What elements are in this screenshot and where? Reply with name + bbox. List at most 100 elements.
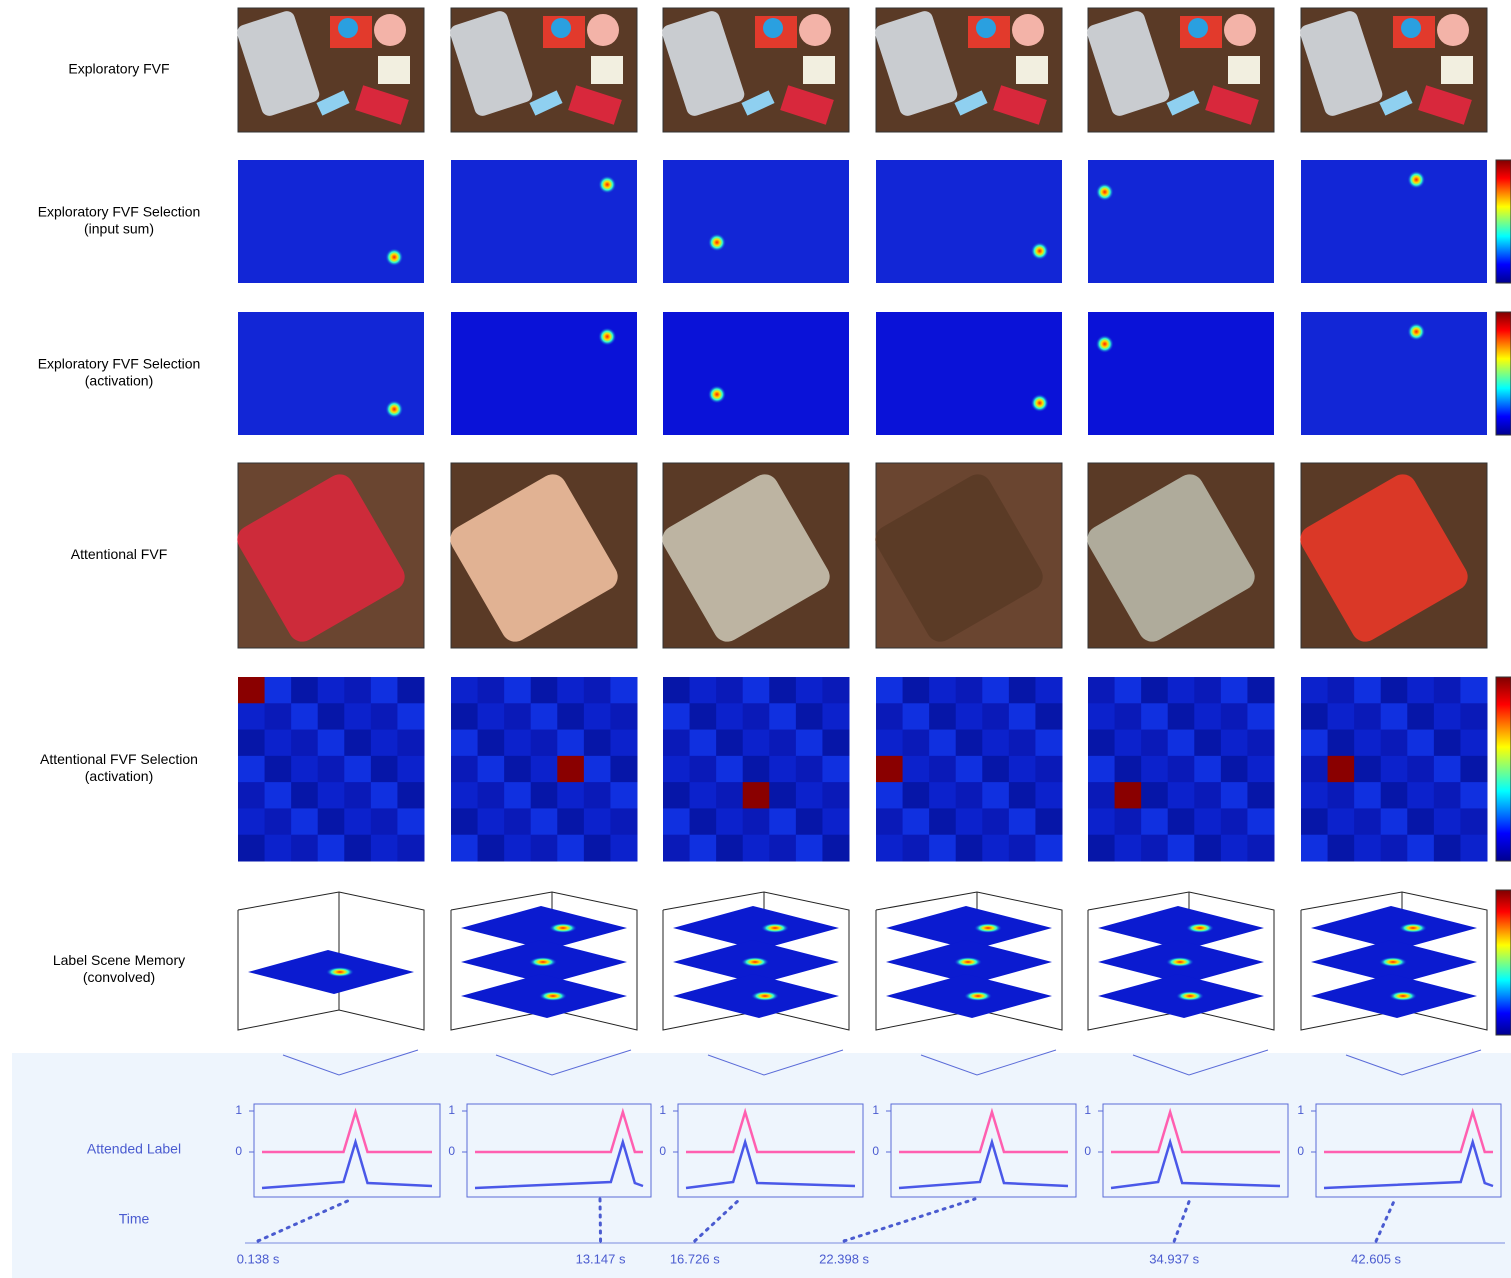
grid-cell bbox=[451, 808, 478, 835]
note-pad bbox=[1016, 56, 1048, 84]
grid-cell bbox=[371, 835, 398, 862]
memory-peak bbox=[741, 957, 769, 967]
grid-cell bbox=[371, 808, 398, 835]
grid-cell bbox=[929, 782, 956, 809]
grid-cell bbox=[769, 703, 796, 730]
grid-cell bbox=[1221, 782, 1248, 809]
grid-cell bbox=[238, 730, 265, 757]
grid-cell bbox=[1088, 677, 1115, 704]
grid-cell bbox=[1194, 808, 1221, 835]
grid-cell bbox=[397, 730, 424, 757]
grid-cell bbox=[1301, 808, 1328, 835]
grid-cell bbox=[1194, 730, 1221, 757]
grid-cell bbox=[690, 703, 717, 730]
grid-cell bbox=[238, 677, 265, 704]
grid-cell bbox=[1194, 677, 1221, 704]
grid-cell bbox=[371, 782, 398, 809]
row-label: (activation) bbox=[85, 373, 153, 389]
grid-cell bbox=[451, 677, 478, 704]
y-tick-label: 0 bbox=[235, 1144, 242, 1158]
time-tick-label: 0.138 s bbox=[237, 1251, 280, 1266]
memory-peak bbox=[751, 991, 779, 1001]
grid-cell bbox=[531, 808, 558, 835]
tape-roll bbox=[374, 14, 406, 46]
grid-cell bbox=[1141, 782, 1168, 809]
grid-cell bbox=[451, 782, 478, 809]
grid-cell bbox=[265, 835, 292, 862]
grid-cell bbox=[1115, 782, 1142, 809]
row-label: Exploratory FVF Selection bbox=[38, 356, 201, 372]
grid-cell bbox=[956, 835, 983, 862]
y-tick-label: 1 bbox=[872, 1103, 879, 1117]
figure: Exploratory FVFExploratory FVF Selection… bbox=[0, 0, 1511, 1278]
row-label: Attentional FVF Selection bbox=[40, 751, 198, 767]
grid-cell bbox=[929, 703, 956, 730]
memory-peak bbox=[1389, 991, 1417, 1001]
tape-roll bbox=[587, 14, 619, 46]
grid-cell bbox=[318, 677, 345, 704]
time-tick-label: 13.147 s bbox=[576, 1251, 626, 1266]
memory-peak bbox=[529, 957, 557, 967]
grid-cell bbox=[584, 756, 611, 783]
grid-cell bbox=[1460, 703, 1487, 730]
grid-cell bbox=[663, 756, 690, 783]
grid-cell bbox=[1247, 703, 1274, 730]
grid-cell bbox=[769, 677, 796, 704]
grid-cell bbox=[344, 782, 371, 809]
grid-cell bbox=[318, 782, 345, 809]
grid-cell bbox=[1381, 703, 1408, 730]
row-label: Attentional FVF bbox=[71, 546, 168, 562]
memory-peak bbox=[549, 923, 577, 933]
grid-cell bbox=[531, 782, 558, 809]
grid-cell bbox=[238, 835, 265, 862]
grid-cell bbox=[265, 808, 292, 835]
grid-cell bbox=[1141, 703, 1168, 730]
grid-cell bbox=[1407, 677, 1434, 704]
grid-cell bbox=[1194, 782, 1221, 809]
grid-cell bbox=[291, 808, 318, 835]
grid-cell bbox=[610, 782, 637, 809]
grid-cell bbox=[1115, 703, 1142, 730]
grid-cell bbox=[1009, 756, 1036, 783]
grid-cell bbox=[769, 835, 796, 862]
grid-cell bbox=[238, 756, 265, 783]
grid-cell bbox=[956, 756, 983, 783]
note-pad bbox=[378, 56, 410, 84]
grid-cell bbox=[1247, 782, 1274, 809]
grid-cell bbox=[1088, 835, 1115, 862]
grid-cell bbox=[1460, 808, 1487, 835]
row-label: (activation) bbox=[85, 768, 153, 784]
grid-cell bbox=[344, 677, 371, 704]
grid-cell bbox=[318, 730, 345, 757]
grid-cell bbox=[903, 756, 930, 783]
grid-cell bbox=[557, 730, 584, 757]
y-tick-label: 0 bbox=[659, 1144, 666, 1158]
tape bbox=[551, 18, 571, 38]
grid-cell bbox=[1460, 835, 1487, 862]
grid-cell bbox=[982, 835, 1009, 862]
colorbar bbox=[1496, 677, 1511, 861]
grid-cell bbox=[397, 703, 424, 730]
grid-cell bbox=[371, 756, 398, 783]
grid-cell bbox=[318, 835, 345, 862]
grid-cell bbox=[1088, 703, 1115, 730]
grid-cell bbox=[344, 756, 371, 783]
grid-cell bbox=[822, 782, 849, 809]
grid-cell bbox=[557, 677, 584, 704]
grid-cell bbox=[796, 835, 823, 862]
grid-cell bbox=[1035, 756, 1062, 783]
grid-cell bbox=[956, 677, 983, 704]
grid-cell bbox=[903, 835, 930, 862]
tape bbox=[976, 18, 996, 38]
heatmap bbox=[1088, 160, 1274, 283]
grid-cell bbox=[876, 756, 903, 783]
grid-cell bbox=[397, 677, 424, 704]
grid-cell bbox=[531, 703, 558, 730]
grid-cell bbox=[557, 703, 584, 730]
tape bbox=[1188, 18, 1208, 38]
memory-peak bbox=[761, 923, 789, 933]
grid-cell bbox=[663, 782, 690, 809]
grid-cell bbox=[478, 835, 505, 862]
grid-cell bbox=[610, 756, 637, 783]
grid-cell bbox=[876, 782, 903, 809]
